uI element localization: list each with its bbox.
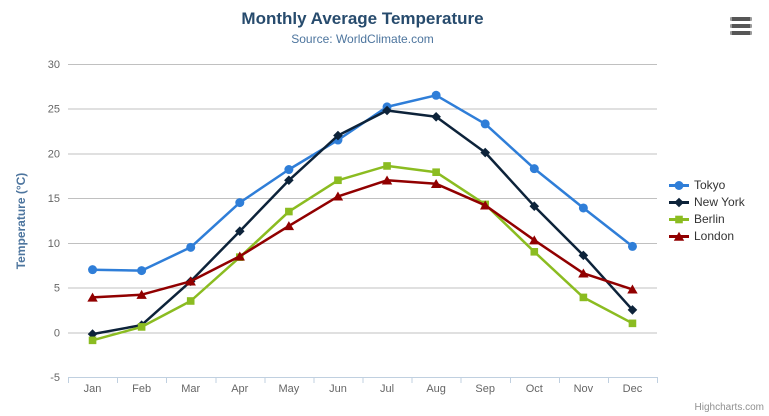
series-marker-berlin[interactable]	[334, 176, 342, 185]
series-marker-new-york[interactable]	[578, 250, 589, 261]
series-marker-tokyo[interactable]	[137, 266, 147, 276]
hamburger-icon	[730, 17, 752, 21]
series-marker-tokyo[interactable]	[431, 90, 441, 100]
x-axis-label: Aug	[426, 383, 446, 395]
x-axis-label: Apr	[231, 383, 248, 395]
series-marker-london[interactable]	[381, 175, 393, 185]
series-marker-new-york[interactable]	[627, 305, 638, 315]
legend-label: London	[694, 229, 735, 243]
x-axis-label: Feb	[132, 383, 151, 395]
x-axis-label: Sep	[475, 383, 495, 395]
series-line-new-york[interactable]	[91, 109, 634, 336]
series-marker-london[interactable]	[529, 235, 540, 245]
x-axis-label: Jan	[84, 383, 102, 395]
export-menu-button[interactable]	[730, 17, 752, 35]
legend-label: Tokyo	[694, 178, 726, 192]
series-marker-new-york[interactable]	[87, 329, 98, 339]
series-marker-new-york[interactable]	[234, 226, 245, 237]
series-marker-berlin[interactable]	[579, 293, 588, 302]
series-marker-berlin[interactable]	[432, 168, 440, 177]
y-axis-label: 15	[48, 193, 60, 205]
credits-link[interactable]: Highcharts.com	[694, 402, 764, 413]
series-marker-tokyo[interactable]	[88, 265, 98, 275]
series-marker-berlin[interactable]	[285, 207, 293, 216]
legend-symbol-icon	[674, 180, 684, 190]
series-marker-tokyo[interactable]	[186, 242, 196, 252]
series-marker-london[interactable]	[283, 221, 295, 231]
y-axis-label: 10	[48, 238, 60, 250]
legend-marker-berlin-icon	[669, 215, 689, 223]
series-marker-london[interactable]	[136, 289, 147, 299]
legend-item-berlin[interactable]: Berlin	[669, 211, 769, 227]
series-marker-new-york[interactable]	[431, 111, 441, 122]
series-marker-new-york[interactable]	[480, 147, 491, 158]
series-marker-tokyo[interactable]	[235, 198, 245, 208]
series-marker-tokyo[interactable]	[627, 241, 637, 251]
chart-title: Monthly Average Temperature	[241, 9, 484, 28]
y-axis-title: Temperature (°C)	[14, 173, 28, 270]
y-axis-label: 30	[48, 59, 60, 71]
chart-subtitle: Source: WorldClimate.com	[291, 32, 434, 46]
x-axis-label: May	[278, 383, 299, 395]
legend-marker-tokyo-icon	[669, 180, 689, 190]
series-marker-london[interactable]	[430, 179, 442, 189]
series-marker-london[interactable]	[627, 284, 638, 294]
series-marker-tokyo[interactable]	[480, 119, 490, 129]
series-marker-new-york[interactable]	[333, 130, 343, 141]
series-line-london[interactable]	[91, 179, 634, 299]
y-axis-label: 0	[54, 327, 60, 339]
hamburger-icon	[730, 24, 752, 28]
legend-marker-london-icon	[669, 231, 689, 241]
series-marker-london[interactable]	[234, 251, 245, 261]
series-marker-berlin[interactable]	[530, 248, 539, 256]
series-marker-berlin[interactable]	[88, 336, 97, 345]
series-line-tokyo[interactable]	[91, 94, 634, 272]
series-line-berlin[interactable]	[91, 164, 634, 342]
x-axis-label: Oct	[526, 383, 543, 395]
y-axis-label: 20	[48, 148, 60, 160]
x-axis-label: Dec	[623, 383, 643, 395]
series-marker-berlin[interactable]	[383, 162, 391, 170]
legend-marker-new-york-icon	[669, 197, 689, 207]
series-marker-tokyo[interactable]	[284, 165, 294, 175]
legend-symbol-icon	[674, 197, 684, 207]
series-marker-london[interactable]	[480, 200, 491, 210]
legend-item-london[interactable]: London	[669, 228, 769, 244]
series-marker-london[interactable]	[185, 276, 196, 286]
legend-label: New York	[694, 195, 745, 209]
legend-item-tokyo[interactable]: Tokyo	[669, 177, 769, 193]
series-marker-new-york[interactable]	[382, 105, 392, 116]
x-axis-label: Nov	[574, 383, 594, 395]
legend-label: Berlin	[694, 212, 725, 226]
series-marker-london[interactable]	[332, 191, 344, 201]
series-marker-new-york[interactable]	[529, 201, 540, 211]
legend-symbol-icon	[673, 231, 685, 241]
legend-item-new-york[interactable]: New York	[669, 194, 769, 210]
series-marker-berlin[interactable]	[137, 323, 146, 331]
y-axis-label: -5	[50, 372, 60, 384]
y-axis-label: 25	[48, 104, 60, 116]
series-marker-tokyo[interactable]	[578, 203, 588, 213]
hamburger-icon	[730, 31, 752, 35]
legend-symbol-icon	[675, 215, 683, 223]
series-marker-berlin[interactable]	[186, 297, 195, 305]
x-axis-label: Mar	[181, 383, 200, 395]
series-marker-tokyo[interactable]	[529, 164, 539, 174]
x-axis-label: Jun	[329, 383, 347, 395]
x-axis-label: Jul	[380, 383, 394, 395]
series-marker-new-york[interactable]	[284, 175, 294, 186]
series-marker-london[interactable]	[578, 268, 589, 278]
series-marker-london[interactable]	[87, 292, 98, 302]
y-axis-label: 5	[54, 283, 60, 295]
legend: Tokyo New York Berlin London	[669, 177, 769, 245]
series-marker-berlin[interactable]	[628, 319, 637, 328]
